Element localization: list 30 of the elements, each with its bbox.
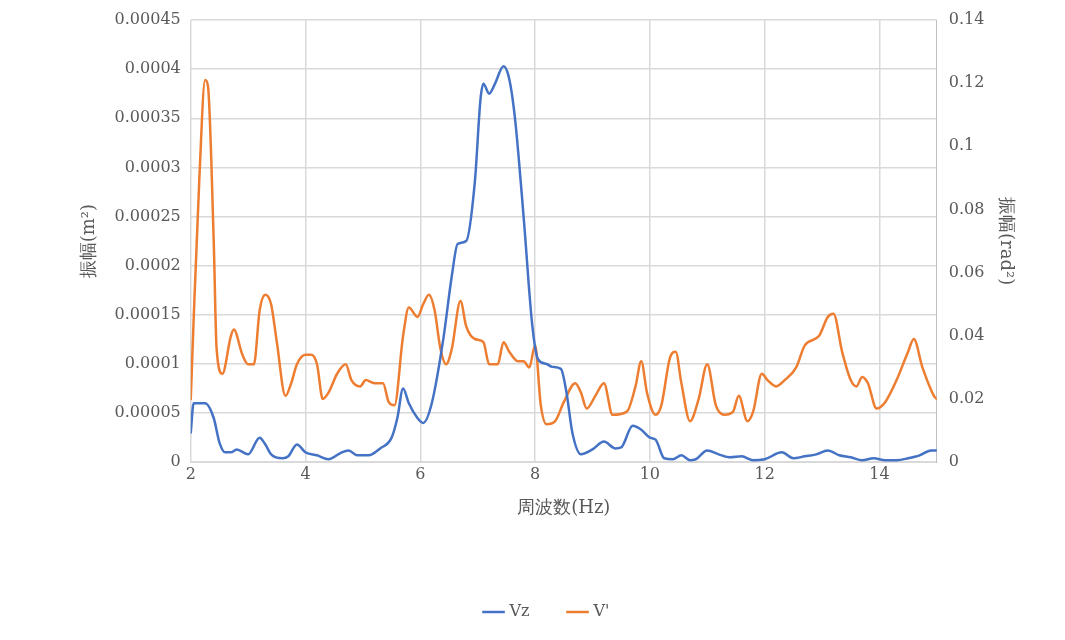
y2-axis-title: 振幅(rad²) [996, 197, 1018, 286]
x-tick-label: 8 [529, 463, 541, 483]
x-tick-label: 12 [754, 463, 775, 483]
y-tick-label: 0.00035 [114, 107, 181, 127]
y-axis-title: 振幅(m²) [77, 203, 99, 279]
y2-tick-label: 0.12 [948, 72, 985, 92]
y2-tick-label: 0.1 [948, 135, 975, 155]
y2-tick-label: 0.08 [948, 198, 985, 218]
y-tick-label: 0.0004 [124, 58, 181, 78]
y-tick-label: 0.00025 [114, 205, 181, 225]
y-tick-label: 0.0001 [124, 353, 181, 373]
y-tick-label: 0.00015 [114, 303, 181, 323]
y2-tick-label: 0.02 [948, 388, 985, 408]
y2-tick-label: 0.04 [948, 325, 985, 345]
legend-label: Vz [508, 601, 530, 621]
x-axis-title: 周波数(Hz) [517, 495, 611, 517]
y2-tick-label: 0.14 [948, 9, 985, 29]
y-tick-label: 0.0002 [124, 254, 181, 274]
x-tick-label: 2 [185, 463, 196, 483]
y-tick-label: 0.00045 [114, 9, 181, 29]
x-tick-label: 10 [639, 463, 661, 483]
x-tick-label: 6 [415, 463, 426, 483]
legend-label: V' [592, 601, 610, 621]
y2-tick-label: 0 [948, 451, 959, 471]
x-tick-label: 4 [300, 463, 311, 483]
x-tick-label: 14 [869, 463, 890, 483]
y-tick-label: 0.0003 [124, 156, 181, 176]
y-tick-label: 0.00005 [114, 402, 181, 422]
y-tick-label: 0 [170, 451, 181, 471]
y2-tick-label: 0.06 [948, 261, 985, 281]
